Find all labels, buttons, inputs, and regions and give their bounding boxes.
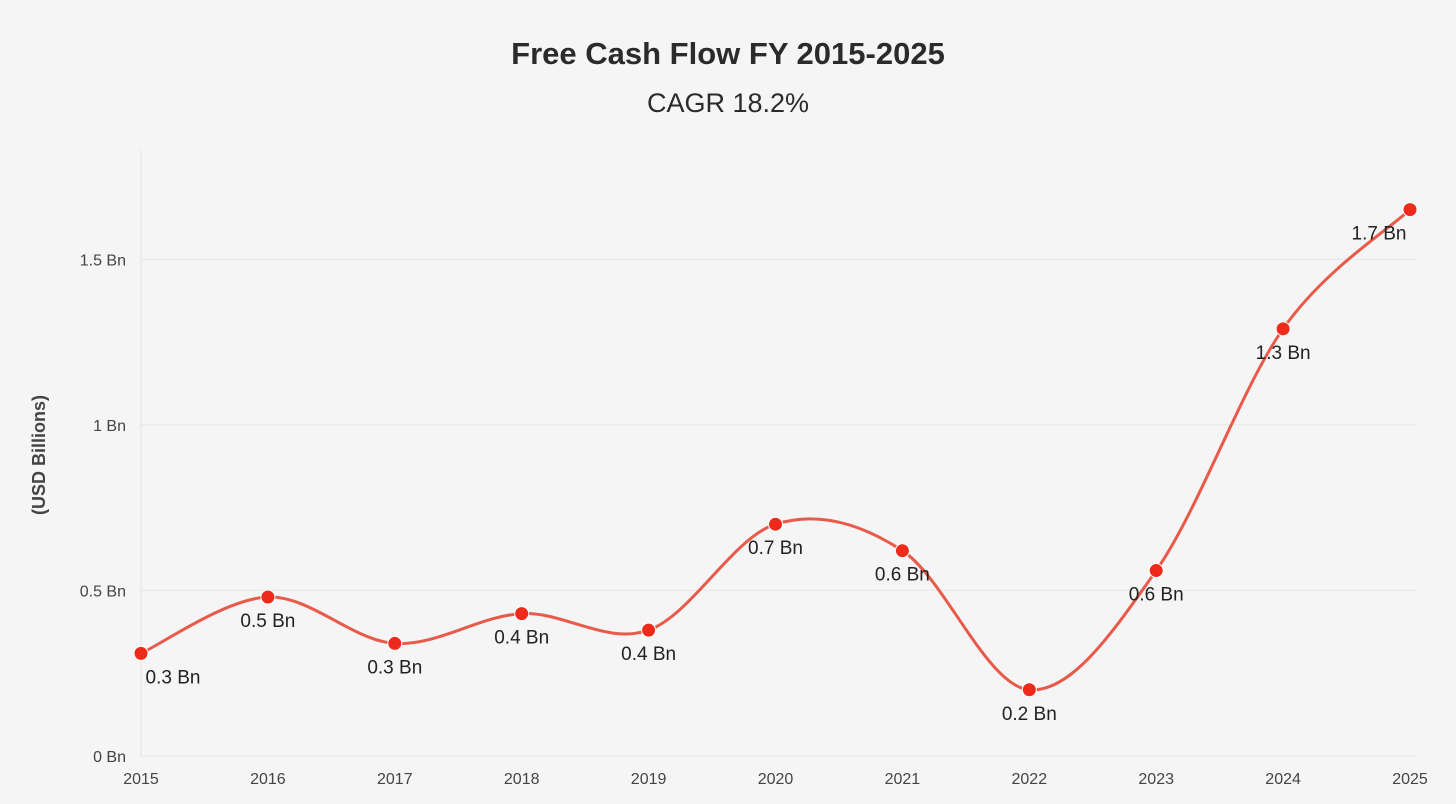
y-tick-label-1: 0.5 Bn [80,583,126,600]
x-tick-label-2015: 2015 [123,771,159,788]
data-label-2019: 0.4 Bn [621,644,676,665]
x-tick-label-2021: 2021 [885,771,921,788]
x-tick-label-2025: 2025 [1392,771,1428,788]
chart-subtitle: CAGR 18.2% [646,88,810,118]
series-line [139,208,1412,692]
data-label-2018: 0.4 Bn [494,628,549,649]
data-point-2016 [260,589,276,605]
x-axis-ticks: 2015 2016 2017 2018 2019 2020 2021 2022 2023 2024… [123,771,1428,788]
data-label-2024: 1.3 Bn [1256,343,1311,364]
data-points [133,202,1418,698]
data-label-2022: 0.2 Bn [1002,704,1057,725]
data-point-2017 [387,635,403,651]
data-point-2025 [1402,202,1418,218]
y-tick-label-0: 0 Bn [93,749,126,766]
grid-layer [140,150,1416,757]
data-label-2017: 0.3 Bn [367,657,422,678]
x-tick-label-2019: 2019 [631,771,667,788]
y-tick-label-2: 1 Bn [93,418,126,435]
x-tick-label-2020: 2020 [758,771,794,788]
y-axis-ticks: 0 Bn 0.5 Bn 1 Bn 1.5 Bn [80,252,126,766]
data-point-2023 [1148,563,1164,579]
x-tick-label-2023: 2023 [1138,771,1174,788]
x-tick-label-2016: 2016 [250,771,286,788]
data-point-2019 [641,622,657,638]
data-point-2024 [1275,321,1291,337]
x-tick-label-2017: 2017 [377,771,413,788]
data-label-2016: 0.5 Bn [240,611,295,632]
data-point-2022 [1021,682,1037,698]
x-tick-label-2018: 2018 [504,771,540,788]
data-label-2025: 1.7 Bn [1352,224,1407,245]
data-point-2020 [768,516,783,532]
data-label-2020: 0.7 Bn [748,538,803,559]
y-axis-title: (USD Billions) [29,395,49,515]
data-label-2023: 0.6 Bn [1129,585,1184,606]
x-tick-label-2024: 2024 [1265,771,1301,788]
data-point-2018 [514,606,530,622]
y-tick-label-3: 1.5 Bn [80,252,126,269]
data-label-2021: 0.6 Bn [875,565,930,586]
data-labels: 0.3 Bn 0.5 Bn 0.3 Bn 0.4 Bn 0.4 Bn 0.7 Bn 0.6 … [146,224,1407,725]
x-tick-label-2022: 2022 [1012,771,1048,788]
data-label-2015: 0.3 Bn [146,667,201,688]
data-point-2021 [894,543,910,559]
data-point-2015 [133,645,149,661]
chart-title: Free Cash Flow FY 2015-2025 [511,36,945,71]
